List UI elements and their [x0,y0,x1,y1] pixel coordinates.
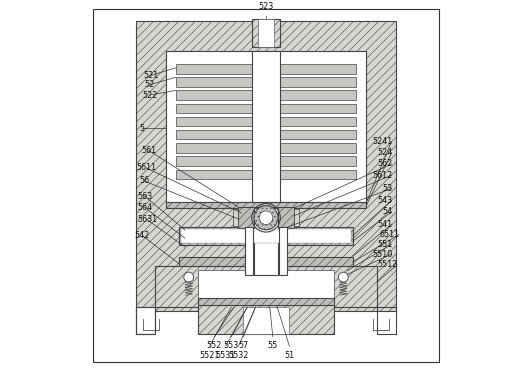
Text: 523: 523 [259,2,273,11]
Bar [179,227,353,245]
Bar [179,257,353,266]
Text: 5532: 5532 [228,351,248,360]
Text: 54: 54 [382,207,392,216]
Circle shape [259,211,273,224]
Bar [279,227,287,275]
Bar [176,156,356,166]
Text: 563: 563 [137,192,152,201]
Text: 524: 524 [377,148,392,157]
Bar [136,21,396,311]
Text: 5241: 5241 [372,137,392,146]
Bar [254,208,278,275]
Bar [233,209,238,226]
Circle shape [338,272,348,282]
Text: 56: 56 [139,176,149,185]
Bar [166,51,366,202]
Bar [176,104,356,113]
Text: 53: 53 [382,184,392,193]
Bar [259,19,273,47]
Text: 55: 55 [268,341,278,350]
Text: 6511: 6511 [380,230,400,239]
Text: 5: 5 [139,124,144,133]
Bar [176,64,356,74]
Bar [176,143,356,153]
Text: 5521: 5521 [200,351,220,360]
Text: 52: 52 [145,80,155,89]
Bar [176,77,356,87]
Circle shape [254,206,278,230]
Text: 564: 564 [137,203,152,212]
Text: 521: 521 [144,71,159,80]
Text: 522: 522 [143,90,157,100]
Circle shape [184,272,194,282]
Bar [245,227,253,275]
Bar [294,209,299,226]
Text: 51: 51 [284,351,294,360]
Text: 5531: 5531 [215,351,236,360]
Bar [176,130,356,139]
Bar [176,170,356,179]
Bar [252,19,280,47]
Text: 5612: 5612 [372,171,392,180]
Text: 5510: 5510 [372,250,392,259]
Bar [166,202,366,208]
Text: 5512: 5512 [378,260,398,269]
Text: 561: 561 [142,146,157,155]
Bar [155,266,377,307]
Bar [238,207,294,228]
Text: 551: 551 [377,240,392,249]
Text: 5611: 5611 [136,163,156,172]
Bar [198,305,334,334]
Bar [176,90,356,100]
Text: 562: 562 [377,159,392,169]
Bar [198,298,334,305]
Bar [136,307,155,334]
Text: 543: 543 [377,196,392,205]
Bar [176,117,356,126]
Bar [252,51,280,202]
Bar [181,229,351,243]
Text: 553: 553 [223,341,239,350]
Bar [243,307,289,334]
Text: 57: 57 [238,341,248,350]
Text: 5631: 5631 [137,215,157,224]
Text: 552: 552 [206,341,222,350]
Bar [198,270,334,305]
Text: 542: 542 [135,231,150,240]
Text: 541: 541 [377,220,392,229]
